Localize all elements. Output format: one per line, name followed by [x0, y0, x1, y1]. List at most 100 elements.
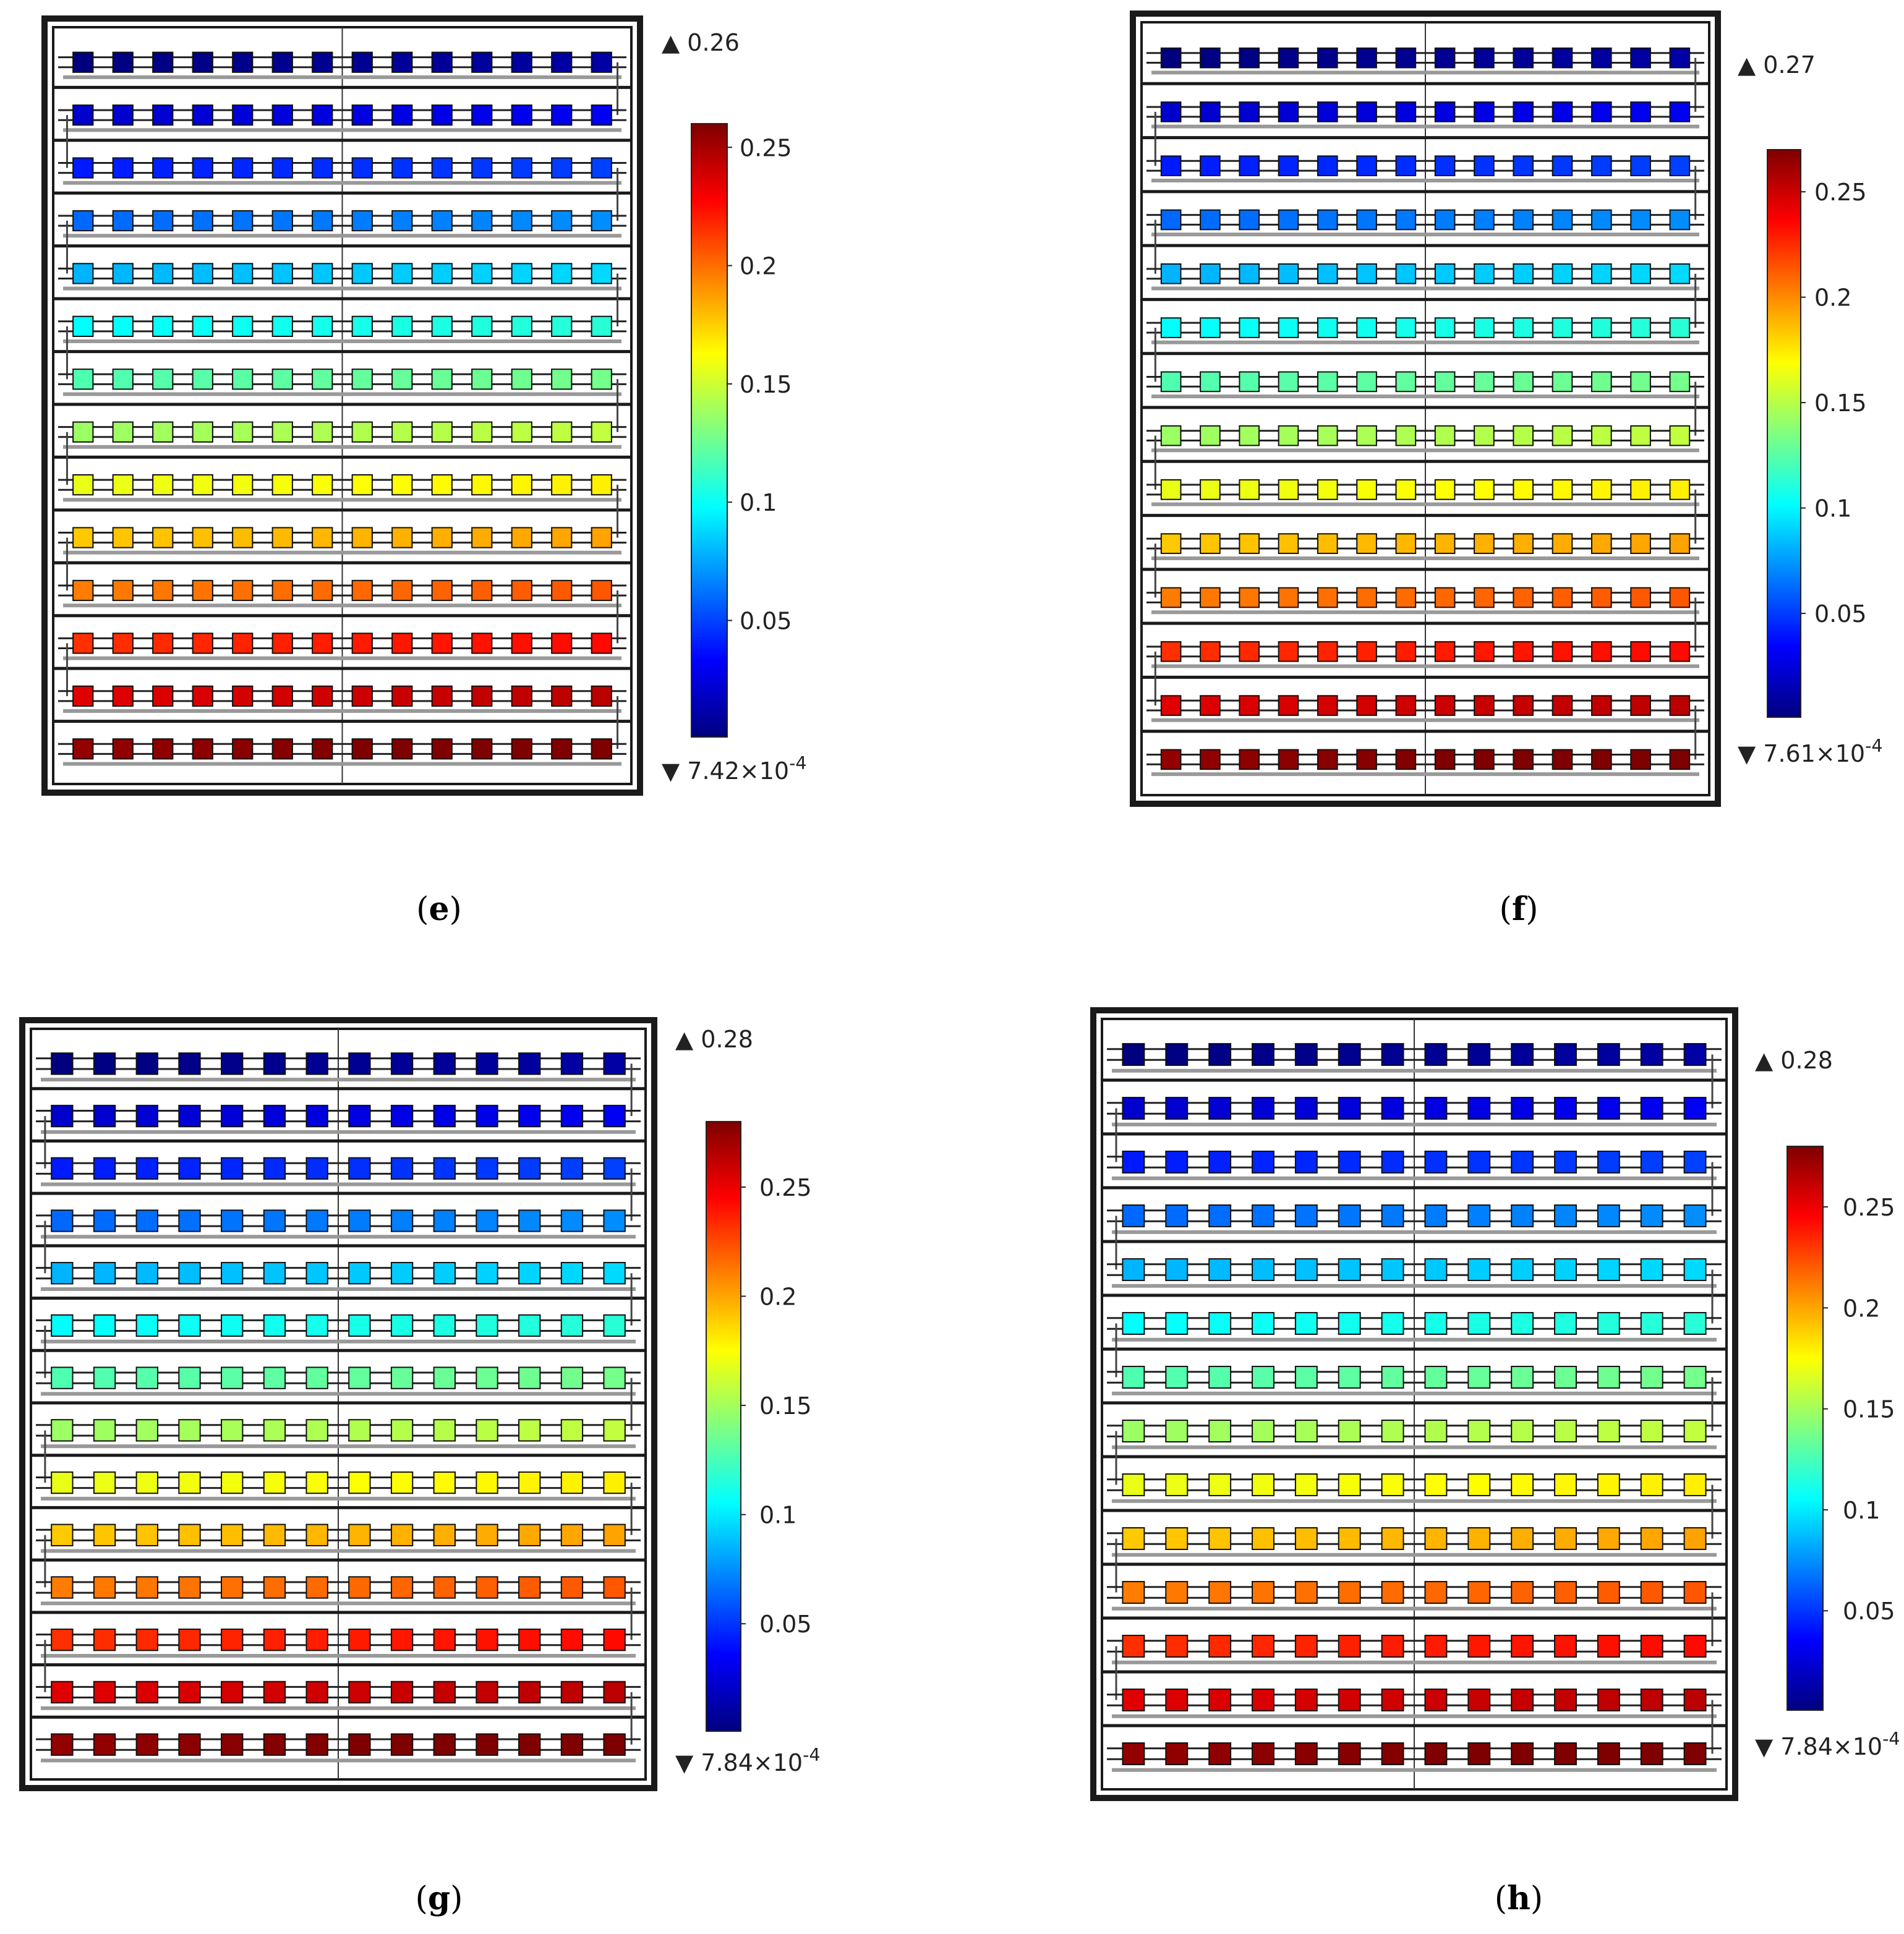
cell-marker — [1669, 479, 1691, 500]
cell-marker — [263, 1209, 286, 1232]
panel-caption-g: (g) — [415, 1880, 463, 1917]
cell-marker — [518, 1629, 541, 1651]
cell-marker — [232, 368, 254, 390]
cell-marker — [1597, 1097, 1620, 1120]
cell-marker — [1239, 587, 1260, 608]
cell-marker — [263, 1104, 286, 1128]
colorbar-tick-label: 0.05 — [740, 608, 792, 635]
cell-marker — [1513, 587, 1534, 608]
max-value-label: ▲ 0.26 — [662, 29, 740, 56]
cell-marker — [152, 51, 174, 73]
cell-marker — [1630, 371, 1651, 393]
cell-marker — [1474, 533, 1495, 555]
cell-marker — [476, 1314, 498, 1337]
cell-marker — [112, 368, 134, 390]
cell-marker — [1208, 1742, 1232, 1765]
cell-marker — [1597, 1420, 1620, 1442]
cell-marker — [192, 474, 213, 496]
cell-marker — [511, 421, 532, 443]
cell-marker — [271, 633, 293, 654]
cell-marker — [390, 1523, 414, 1546]
cell-marker — [348, 1209, 371, 1232]
cell-marker — [312, 51, 333, 73]
cell-marker — [476, 1681, 498, 1704]
cell-marker — [391, 315, 413, 337]
cell-marker — [1200, 641, 1221, 662]
cell-marker — [433, 1681, 456, 1704]
cell-marker — [560, 1733, 584, 1756]
cell-marker — [1640, 1204, 1663, 1227]
cell-marker — [135, 1471, 158, 1494]
cell-marker — [551, 685, 573, 707]
cell-marker — [433, 1576, 456, 1599]
cell-marker — [1474, 317, 1495, 338]
cell-marker — [431, 474, 453, 496]
cell-marker — [1511, 1258, 1534, 1281]
cell-marker — [178, 1314, 201, 1337]
cell-marker — [431, 368, 453, 390]
cell-marker — [1683, 1043, 1707, 1066]
cell-marker — [1338, 1366, 1361, 1389]
cell-marker — [1683, 1420, 1707, 1442]
cell-marker — [312, 527, 333, 548]
cell-marker — [1474, 101, 1495, 122]
cell-marker — [1513, 749, 1534, 770]
cell-marker — [348, 1104, 371, 1128]
cell-marker — [433, 1419, 456, 1442]
cell-marker — [1278, 263, 1299, 284]
cell-marker — [312, 685, 333, 707]
cell-marker — [1590, 263, 1612, 284]
cell-marker — [1239, 317, 1260, 338]
colorbar-tick-label: 0.1 — [1814, 495, 1851, 522]
cell-marker — [351, 157, 373, 179]
cell-marker — [1356, 371, 1377, 393]
cell-marker — [511, 633, 532, 654]
cell-marker — [178, 1209, 201, 1232]
cell-marker — [471, 738, 493, 760]
cell-marker — [1338, 1420, 1361, 1442]
cell-marker — [1356, 749, 1377, 770]
cell-marker — [511, 315, 532, 337]
cell-marker — [603, 1104, 626, 1128]
cell-marker — [1381, 1043, 1404, 1066]
cell-marker — [1434, 641, 1456, 662]
cell-marker — [1474, 641, 1495, 662]
cell-marker — [1552, 479, 1573, 500]
cell-marker — [271, 157, 293, 179]
cell-marker — [271, 263, 293, 284]
colorbar-tick-label: 0.25 — [740, 134, 792, 161]
cell-marker — [1338, 1043, 1361, 1066]
panel-e: 0.25 0.2 0.15 0.1 0.05 ▲ 0.26 ▼ 7.42×10-4 — [41, 15, 807, 796]
cell-marker — [1640, 1742, 1663, 1765]
cell-marker — [1434, 479, 1456, 500]
cell-marker — [1474, 425, 1495, 446]
cell-marker — [1395, 479, 1417, 500]
cell-marker — [348, 1052, 371, 1075]
cell-marker — [348, 1733, 371, 1756]
cell-marker — [51, 1733, 74, 1756]
panel-caption-h: (h) — [1494, 1880, 1543, 1917]
cell-marker — [351, 315, 373, 337]
cell-marker — [1630, 155, 1651, 177]
cell-marker — [471, 421, 493, 443]
cell-marker — [1395, 641, 1417, 662]
cell-marker — [476, 1262, 498, 1285]
cell-marker — [1467, 1742, 1491, 1765]
cell-marker — [135, 1209, 158, 1232]
cell-marker — [1597, 1581, 1620, 1604]
cell-marker — [391, 527, 413, 548]
cell-marker — [1511, 1473, 1534, 1496]
cell-marker — [431, 157, 453, 179]
cell-marker — [72, 157, 94, 179]
cell-marker — [1239, 479, 1260, 500]
cell-marker — [263, 1733, 286, 1756]
cell-marker — [1294, 1312, 1318, 1335]
cell-marker — [591, 527, 612, 548]
cell-marker — [221, 1629, 244, 1651]
cell-marker — [351, 368, 373, 390]
cell-marker — [305, 1471, 328, 1494]
cell-marker — [518, 1681, 541, 1704]
cell-marker — [348, 1419, 371, 1442]
cell-marker — [476, 1104, 498, 1128]
cell-marker — [1239, 425, 1260, 446]
